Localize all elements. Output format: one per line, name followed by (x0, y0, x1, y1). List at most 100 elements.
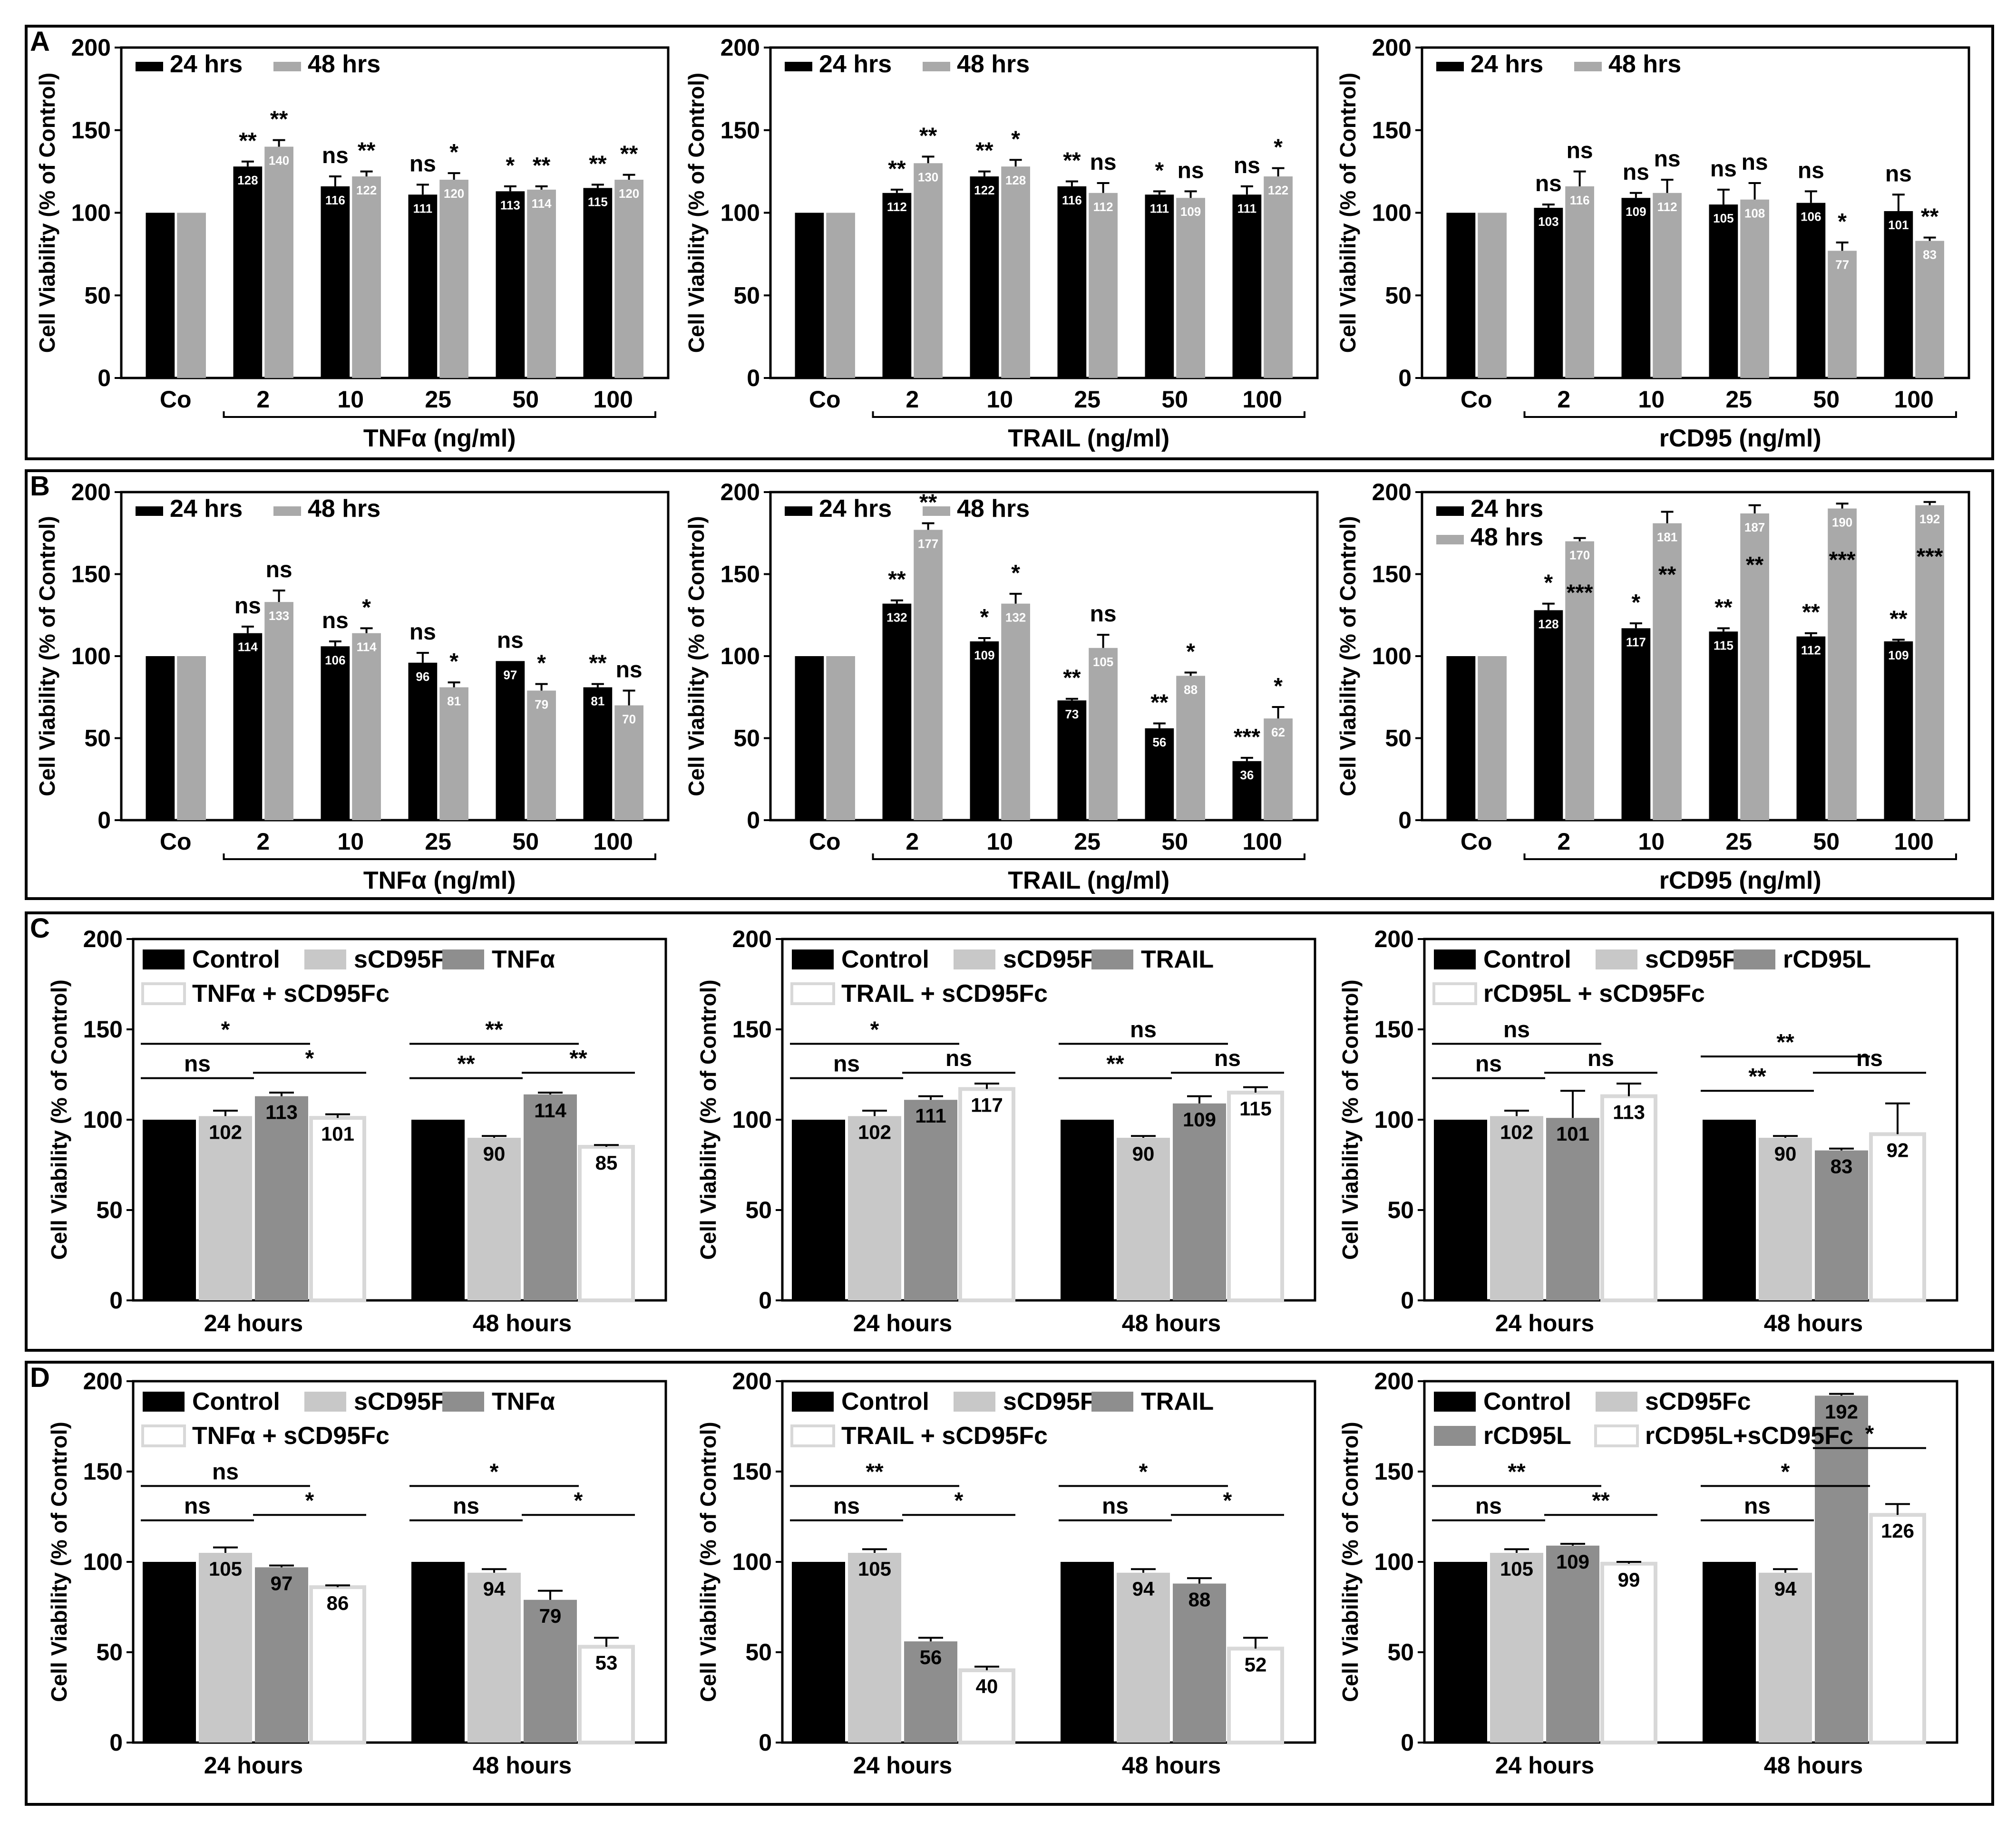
bar-48h-100 (614, 705, 643, 820)
x-category-label: 24 hours (1495, 1752, 1594, 1779)
bar-24h-25 (408, 662, 438, 820)
bar-value-label: 187 (1744, 520, 1765, 534)
legend-swatch (785, 506, 812, 516)
legend-label: 24 hrs (170, 50, 243, 78)
significance-marker: ns (322, 143, 349, 168)
significance-marker: ns (1090, 601, 1117, 627)
legend-swatch (1434, 949, 1476, 969)
x-category-label: 100 (1243, 828, 1282, 855)
bar-value-label: 92 (1887, 1139, 1909, 1161)
legend-swatch (954, 949, 995, 969)
x-category-label: 10 (337, 386, 364, 413)
significance-marker: ** (1748, 1064, 1766, 1089)
y-tick-label: 200 (83, 1368, 123, 1395)
bar-value-label: 53 (595, 1652, 618, 1674)
bar-value-label: 109 (1626, 204, 1646, 219)
y-tick-label: 0 (747, 365, 760, 391)
legend-label: rCD95L (1483, 1422, 1571, 1450)
significance-marker: ns (1475, 1052, 1502, 1077)
bar-value-label: 190 (1832, 515, 1852, 530)
bar-control-48h (1061, 1562, 1114, 1743)
y-tick-label: 50 (1387, 1639, 1414, 1666)
x-category-label: 25 (425, 386, 451, 413)
x-category-label: 25 (1725, 386, 1752, 413)
bar-24h-25 (1057, 186, 1087, 378)
significance-marker: ns (1567, 138, 1593, 164)
x-category-label: 100 (594, 386, 633, 413)
x-category-label: 48 hours (1122, 1310, 1221, 1337)
x-category-label: Co (160, 828, 192, 855)
legend-label: 48 hrs (1608, 50, 1681, 78)
bar-value-label: 105 (1093, 655, 1113, 669)
x-category-label: Co (809, 828, 841, 855)
bar-rcd95l-scd95fc-48h (1869, 1513, 1926, 1744)
bar-value-label: 117 (971, 1094, 1003, 1116)
legend-label: Control (841, 1388, 929, 1415)
bar-48h-Co (826, 656, 855, 820)
bar-48h-50 (1176, 198, 1205, 378)
x-category-label: 48 hours (1764, 1752, 1863, 1779)
y-tick-label: 100 (1372, 643, 1412, 669)
x-group-label: rCD95 (ng/ml) (1659, 867, 1821, 894)
significance-marker: ns (1885, 161, 1912, 186)
y-tick-label: 100 (71, 643, 111, 669)
bar-48h-100 (1915, 241, 1944, 378)
significance-marker: ns (1587, 1046, 1614, 1071)
chart-b1: 0 50 100 150 200 Cell Viability (% of Control… (35, 479, 670, 894)
significance-marker: * (449, 140, 458, 165)
significance-marker: ns (409, 620, 436, 645)
bar-24h-100 (1232, 194, 1262, 378)
x-category-label: 24 hours (204, 1310, 303, 1337)
legend-swatch (790, 982, 835, 1005)
significance-marker: * (490, 1459, 499, 1484)
significance-marker: ns (322, 608, 349, 633)
bar-48h-10 (1653, 523, 1682, 820)
x-group-label: TRAIL (ng/ml) (1008, 867, 1169, 894)
bar-scd95fc-48h (1759, 1572, 1812, 1743)
bar-value-label: 132 (886, 610, 907, 625)
x-category-label: 50 (1161, 828, 1188, 855)
dose-group-bracket (1523, 853, 1957, 860)
bar-rcd95l-24h (1546, 1118, 1599, 1300)
significance-marker: ns (1742, 150, 1768, 175)
legend-swatch (1434, 1426, 1476, 1446)
bar-rcd95l-scd95fc-24h (1600, 1094, 1657, 1303)
x-category-label: 24 hours (853, 1310, 952, 1337)
bar-value-label: 83 (1831, 1155, 1853, 1178)
bar-value-label: 112 (1657, 200, 1677, 214)
significance-marker: ns (833, 1494, 860, 1519)
bar-value-label: 52 (1245, 1653, 1267, 1676)
legend-swatch (790, 1424, 835, 1447)
significance-marker: * (305, 1046, 314, 1071)
legend-swatch (136, 506, 163, 516)
bar-48h-25 (439, 687, 468, 820)
significance-marker: *** (1917, 544, 1943, 570)
bar-tnf-scd95fc-24h (309, 1116, 366, 1302)
legend-label: rCD95L + sCD95Fc (1483, 980, 1705, 1007)
bar-48h-2 (914, 530, 943, 820)
y-tick-label: 150 (71, 561, 111, 588)
bar-value-label: 113 (500, 198, 520, 212)
x-category-label: 10 (986, 386, 1013, 413)
y-tick-label: 200 (1374, 926, 1414, 952)
bar-24h-10 (1621, 628, 1651, 820)
significance-marker: * (980, 605, 989, 630)
bar-48h-25 (1089, 193, 1118, 378)
significance-marker: * (1011, 561, 1020, 586)
y-tick-label: 150 (1374, 1458, 1414, 1485)
bar-value-label: 181 (1657, 530, 1677, 544)
bar-value-label: 81 (591, 694, 604, 708)
bar-24h-50 (1796, 636, 1826, 820)
bar-control-24h (792, 1562, 845, 1743)
bar-48h-2 (914, 163, 943, 378)
bar-trail-24h (904, 1100, 957, 1300)
bar-value-label: 112 (1801, 643, 1821, 658)
bar-value-label: 113 (1613, 1101, 1645, 1124)
bar-value-label: 114 (534, 1099, 566, 1122)
x-category-label: 10 (1638, 386, 1665, 413)
bar-48h-25 (1089, 648, 1118, 820)
bar-48h-100 (1915, 505, 1944, 820)
bar-control-48h (411, 1562, 465, 1743)
bar-control-24h (143, 1562, 196, 1743)
bar-trail-scd95fc-24h (958, 1087, 1015, 1302)
